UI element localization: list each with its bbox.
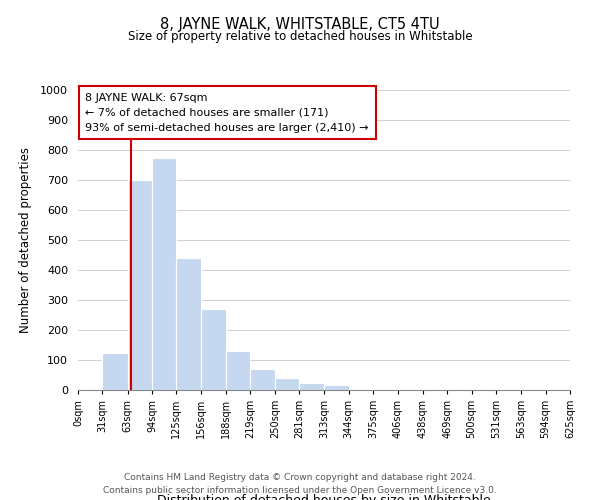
Bar: [176, 258, 201, 390]
Bar: [250, 369, 275, 390]
Text: Size of property relative to detached houses in Whitstable: Size of property relative to detached ho…: [128, 30, 472, 43]
Bar: [349, 388, 373, 390]
Text: 8 JAYNE WALK: 67sqm
← 7% of detached houses are smaller (171)
93% of semi-detach: 8 JAYNE WALK: 67sqm ← 7% of detached hou…: [85, 93, 369, 132]
Bar: [299, 382, 325, 390]
Text: 8, JAYNE WALK, WHITSTABLE, CT5 4TU: 8, JAYNE WALK, WHITSTABLE, CT5 4TU: [160, 18, 440, 32]
Bar: [423, 388, 447, 390]
Y-axis label: Number of detached properties: Number of detached properties: [19, 147, 32, 333]
Bar: [152, 158, 176, 390]
Bar: [103, 352, 128, 390]
Bar: [226, 351, 250, 390]
Bar: [128, 180, 152, 390]
Bar: [275, 378, 299, 390]
Bar: [325, 384, 349, 390]
Bar: [201, 309, 226, 390]
Text: Contains HM Land Registry data © Crown copyright and database right 2024.
Contai: Contains HM Land Registry data © Crown c…: [103, 473, 497, 495]
X-axis label: Distribution of detached houses by size in Whitstable: Distribution of detached houses by size …: [157, 494, 491, 500]
